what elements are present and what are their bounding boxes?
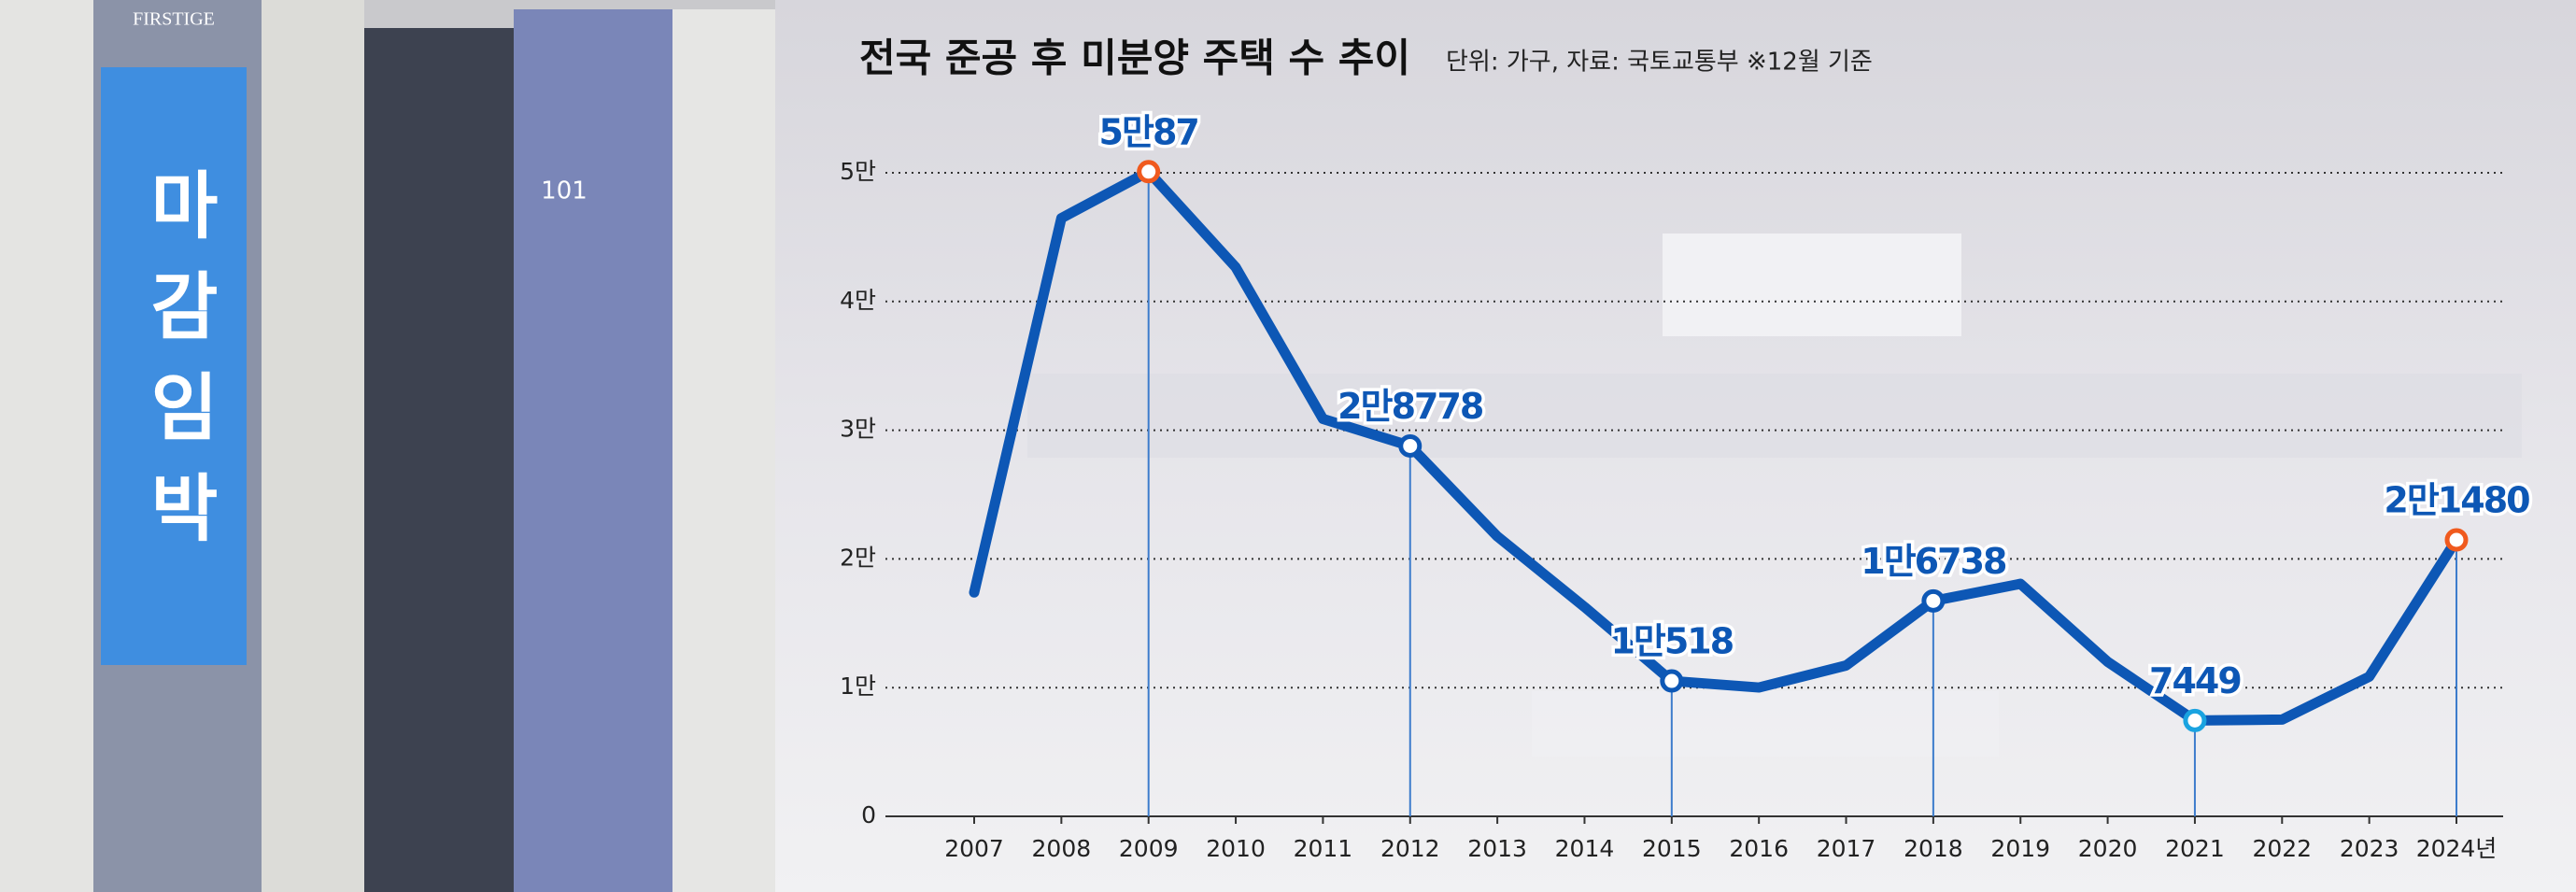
building-number: 101 <box>541 177 587 205</box>
x-tick-label: 2016 <box>1729 835 1789 862</box>
value-label: 1만518 <box>1610 621 1733 662</box>
value-label: 5만87 <box>1099 111 1198 152</box>
value-label: 7449 <box>2149 660 2241 701</box>
sign-text: FIRSTIGE <box>133 9 215 30</box>
y-tick-label: 2만 <box>840 544 876 571</box>
data-marker <box>2183 708 2207 732</box>
building-photo: 마감임박 FIRSTIGE 101 <box>0 0 775 892</box>
value-label: 2만1480 <box>2384 480 2529 521</box>
x-tick-label: 2007 <box>944 835 1004 862</box>
value-label: 2만8778 <box>1338 386 1483 427</box>
y-tick-label: 5만 <box>840 158 876 185</box>
y-tick-label: 3만 <box>840 416 876 443</box>
x-tick-label: 2014 <box>1555 835 1615 862</box>
banner <box>101 67 247 665</box>
building <box>0 0 93 892</box>
x-tick-label: 2022 <box>2252 835 2312 862</box>
y-tick-label: 0 <box>861 801 876 828</box>
building <box>672 9 775 892</box>
chart-subtitle: 단위: 가구, 자료: 국토교통부 ※12월 기준 <box>1446 49 1873 77</box>
x-tick-label: 2024년 <box>2416 835 2498 862</box>
photo-bench <box>1532 691 1999 757</box>
building <box>514 9 672 892</box>
x-tick-label: 2009 <box>1119 835 1179 862</box>
data-marker <box>1660 669 1684 693</box>
data-marker <box>2444 528 2469 552</box>
data-marker <box>1137 160 1161 184</box>
x-tick-label: 2013 <box>1467 835 1527 862</box>
photo-wall <box>1027 374 2522 458</box>
data-marker <box>1921 588 1946 613</box>
x-tick-label: 2012 <box>1380 835 1440 862</box>
x-tick-label: 2023 <box>2340 835 2399 862</box>
chart-title: 전국 준공 후 미분양 주택 수 추이 <box>859 35 1410 81</box>
x-tick-label: 2018 <box>1904 835 1963 862</box>
banner-text: 마감임박 <box>136 167 220 571</box>
x-tick-label: 2020 <box>2078 835 2138 862</box>
x-tick-label: 2010 <box>1206 835 1266 862</box>
data-line <box>969 166 2462 726</box>
photo-window <box>1663 234 1961 336</box>
x-tick-label: 2021 <box>2165 835 2225 862</box>
x-tick-label: 2008 <box>1032 835 1092 862</box>
building <box>364 28 514 892</box>
x-tick-label: 2015 <box>1642 835 1702 862</box>
building <box>262 0 364 892</box>
x-tick-label: 2017 <box>1817 835 1876 862</box>
y-tick-label: 1만 <box>840 673 876 700</box>
x-tick-label: 2019 <box>1990 835 2050 862</box>
value-label: 1만6738 <box>1861 541 2006 582</box>
x-tick-label: 2011 <box>1294 835 1353 862</box>
y-tick-label: 4만 <box>840 287 876 314</box>
data-marker <box>1398 433 1422 458</box>
